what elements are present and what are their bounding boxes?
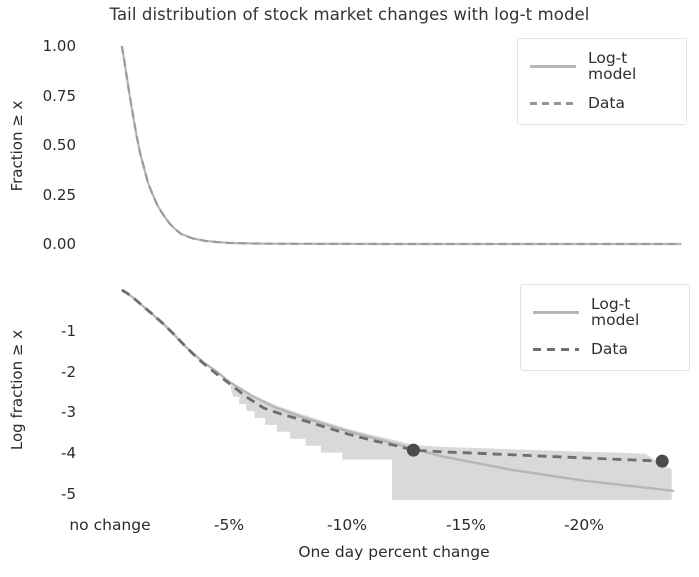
bottom-y-tick-label: -3	[14, 402, 76, 422]
data-point-marker	[407, 444, 420, 457]
legend-item-data: Data	[530, 96, 674, 112]
model-line-sample-icon	[533, 311, 579, 314]
bottom-legend: Log-t model Data	[520, 284, 690, 371]
data-point-marker	[656, 455, 669, 468]
model-line-sample-icon	[530, 65, 576, 68]
legend-label-data: Data	[591, 342, 628, 358]
figure: Tail distribution of stock market change…	[0, 0, 699, 577]
x-tick-label: -20%	[529, 515, 639, 535]
legend-item-model: Log-t model	[530, 51, 674, 82]
top-y-tick-label: 0.75	[14, 86, 76, 106]
legend-label-model: Log-t model	[591, 297, 677, 328]
data-line-sample-icon	[530, 102, 576, 105]
bottom-y-tick-label: -1	[14, 321, 76, 341]
legend-item-data: Data	[533, 342, 677, 358]
top-y-tick-label: 0.25	[14, 185, 76, 205]
x-axis-label: One day percent change	[244, 543, 544, 561]
top-y-tick-label: 1.00	[14, 36, 76, 56]
x-tick-label: -10%	[292, 515, 402, 535]
legend-label-model: Log-t model	[588, 51, 674, 82]
top-y-tick-label: 0.50	[14, 135, 76, 155]
bottom-y-tick-label: -4	[14, 443, 76, 463]
bottom-y-tick-label: -2	[14, 362, 76, 382]
x-tick-label: no change	[55, 515, 165, 535]
x-tick-label: -5%	[174, 515, 284, 535]
chart-title: Tail distribution of stock market change…	[0, 5, 699, 24]
bottom-y-tick-label: -5	[14, 484, 76, 504]
data-line-sample-icon	[533, 348, 579, 351]
x-tick-label: -15%	[411, 515, 521, 535]
bottom-y-axis-label: Log fraction ≥ x	[8, 330, 26, 450]
legend-label-data: Data	[588, 96, 625, 112]
top-legend: Log-t model Data	[517, 38, 687, 125]
top-y-tick-label: 0.00	[14, 234, 76, 254]
legend-item-model: Log-t model	[533, 297, 677, 328]
